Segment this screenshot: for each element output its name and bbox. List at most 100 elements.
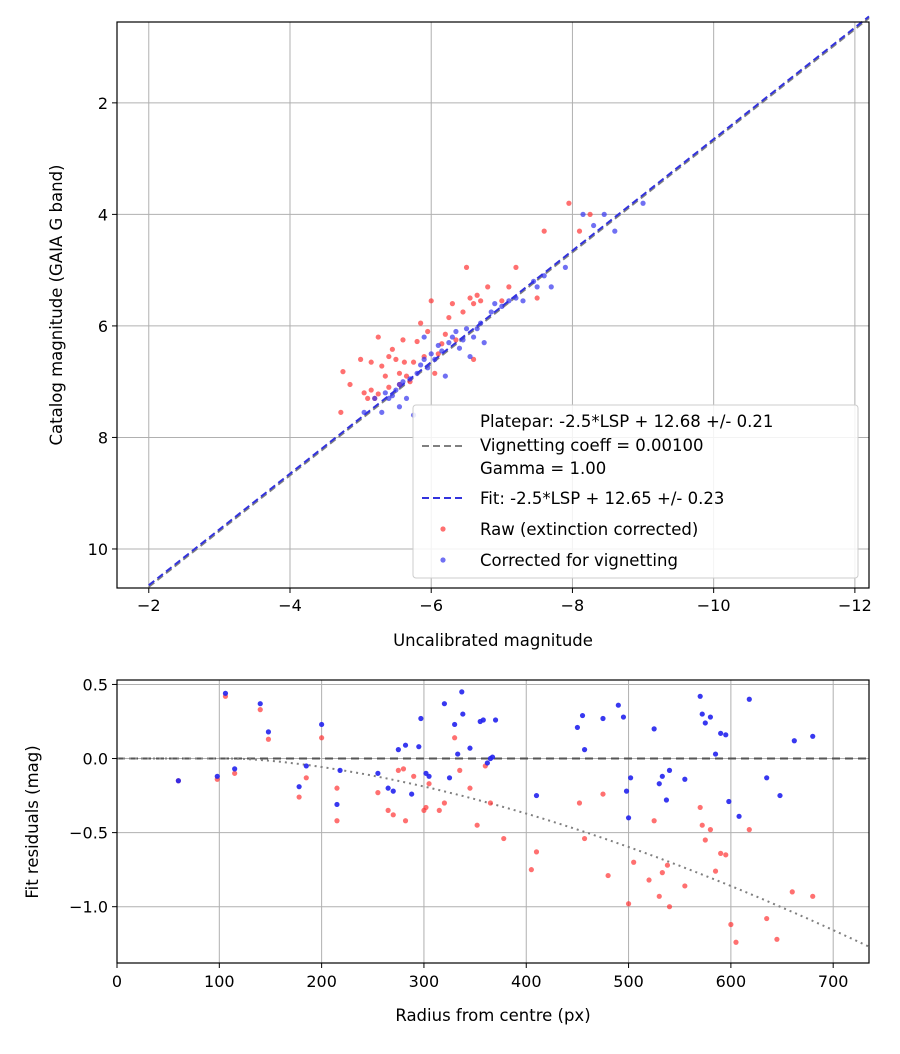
top-raw-point — [576, 228, 583, 234]
top-x-tick-label: −10 — [697, 596, 731, 615]
bottom-raw-point — [528, 867, 534, 873]
bottom-raw-point — [764, 915, 770, 922]
bottom-corrected-point — [581, 747, 588, 753]
bottom-raw-point — [651, 818, 657, 824]
bottom-x-tick-label: 300 — [409, 972, 440, 991]
bottom-raw-point — [452, 735, 458, 741]
top-corrected-point — [513, 295, 519, 301]
top-raw-point — [375, 334, 381, 340]
top-raw-point — [425, 328, 431, 335]
bottom-raw-point — [467, 785, 473, 791]
top-corrected-point — [601, 211, 607, 217]
bottom-raw-point — [576, 800, 583, 806]
bottom-corrected-point — [712, 751, 719, 757]
bottom-corrected-point — [699, 711, 705, 717]
bottom-corrected-point — [628, 775, 634, 781]
bottom-raw-point — [474, 822, 480, 828]
bottom-x-tick-label: 100 — [204, 972, 235, 991]
bottom-corrected-point — [489, 754, 496, 760]
bottom-corrected-point — [746, 696, 752, 702]
bottom-corrected-point — [265, 729, 272, 735]
bottom-raw-point — [702, 837, 708, 843]
top-raw-point — [566, 200, 572, 206]
top-raw-point — [400, 337, 406, 343]
bottom-scatter-points — [175, 689, 816, 945]
top-corrected-point — [428, 351, 434, 357]
bottom-raw-point — [319, 735, 325, 741]
bottom-ticks: 0 100 200 300 400 500 600 700 0.5 0.0 −0.5 −1.0 — [69, 675, 848, 991]
bottom-corrected-point — [303, 763, 309, 769]
bottom-corrected-point — [492, 717, 499, 723]
top-corrected-point — [591, 222, 597, 229]
top-raw-point — [449, 301, 455, 307]
bottom-y-tick-label: −1.0 — [69, 898, 108, 917]
bottom-x-tick-label: 200 — [306, 972, 337, 991]
top-raw-point — [435, 351, 441, 357]
bottom-raw-point — [581, 835, 588, 842]
bottom-raw-point — [375, 790, 381, 796]
top-corrected-point — [492, 301, 498, 307]
top-corrected-point — [481, 340, 487, 346]
bottom-corrected-point — [723, 732, 729, 738]
top-raw-point — [474, 292, 480, 298]
top-raw-point — [340, 369, 346, 375]
bottom-raw-point — [487, 800, 494, 806]
bottom-corrected-point — [615, 702, 621, 708]
top-corrected-point — [421, 334, 427, 340]
bottom-corrected-point — [620, 714, 627, 720]
bottom-raw-point — [600, 791, 606, 797]
top-corrected-point — [520, 298, 526, 304]
top-y-tick-label: 8 — [98, 428, 108, 447]
top-raw-point — [418, 320, 424, 326]
bottom-x-tick-label: 400 — [511, 972, 542, 991]
top-raw-point — [347, 381, 353, 388]
bottom-corrected-point — [484, 760, 490, 766]
top-fit-lines — [148, 15, 870, 588]
top-raw-point — [410, 359, 417, 365]
top-ticks: −2 −4 −6 −8 −10 −12 2 4 6 8 10 — [88, 94, 872, 615]
top-raw-point — [432, 370, 438, 376]
bottom-corrected-point — [334, 801, 340, 808]
top-corrected-point — [386, 395, 392, 402]
bottom-corrected-point — [385, 785, 391, 791]
top-corrected-point — [379, 409, 385, 415]
legend-platepar-line-2: Vignetting coeff = 0.00100 — [480, 436, 704, 455]
top-raw-point — [401, 359, 407, 365]
top-raw-point — [375, 391, 381, 397]
bottom-raw-point — [682, 883, 688, 889]
bottom-corrected-point — [455, 751, 461, 757]
bottom-raw-point — [712, 868, 719, 874]
top-raw-point — [365, 395, 371, 402]
bottom-corrected-point — [659, 773, 665, 779]
bottom-corrected-point — [460, 711, 466, 717]
bottom-raw-point — [533, 849, 540, 855]
top-raw-point — [446, 314, 452, 321]
bottom-raw-point — [646, 877, 652, 883]
top-corrected-point — [453, 328, 459, 335]
top-corrected-point — [531, 278, 537, 284]
top-raw-point — [499, 298, 505, 304]
top-corrected-point — [463, 326, 470, 332]
top-raw-point — [442, 331, 448, 337]
bottom-raw-point — [441, 800, 448, 806]
bottom-raw-point — [400, 766, 407, 772]
top-y-axis-label: Catalog magnitude (GAIA G band) — [47, 165, 66, 446]
bottom-raw-point — [659, 870, 665, 876]
top-corrected-point — [389, 393, 395, 399]
bottom-corrected-point — [446, 775, 453, 781]
bottom-raw-point — [395, 767, 401, 773]
top-corrected-point — [506, 298, 512, 304]
bottom-corrected-point — [533, 792, 540, 799]
top-corrected-point — [470, 334, 477, 340]
top-raw-point — [389, 346, 395, 352]
bottom-corrected-point — [319, 721, 325, 728]
bottom-raw-point — [605, 872, 611, 879]
top-raw-point — [485, 284, 491, 290]
top-corrected-point — [548, 284, 554, 290]
bottom-raw-point — [718, 850, 724, 856]
legend-raw-label: Raw (extinction corrected) — [480, 520, 698, 539]
bottom-x-tick-label: 600 — [716, 972, 747, 991]
bottom-corrected-point — [574, 724, 581, 731]
bottom-raw-point — [723, 852, 729, 858]
top-corrected-point — [435, 342, 441, 349]
